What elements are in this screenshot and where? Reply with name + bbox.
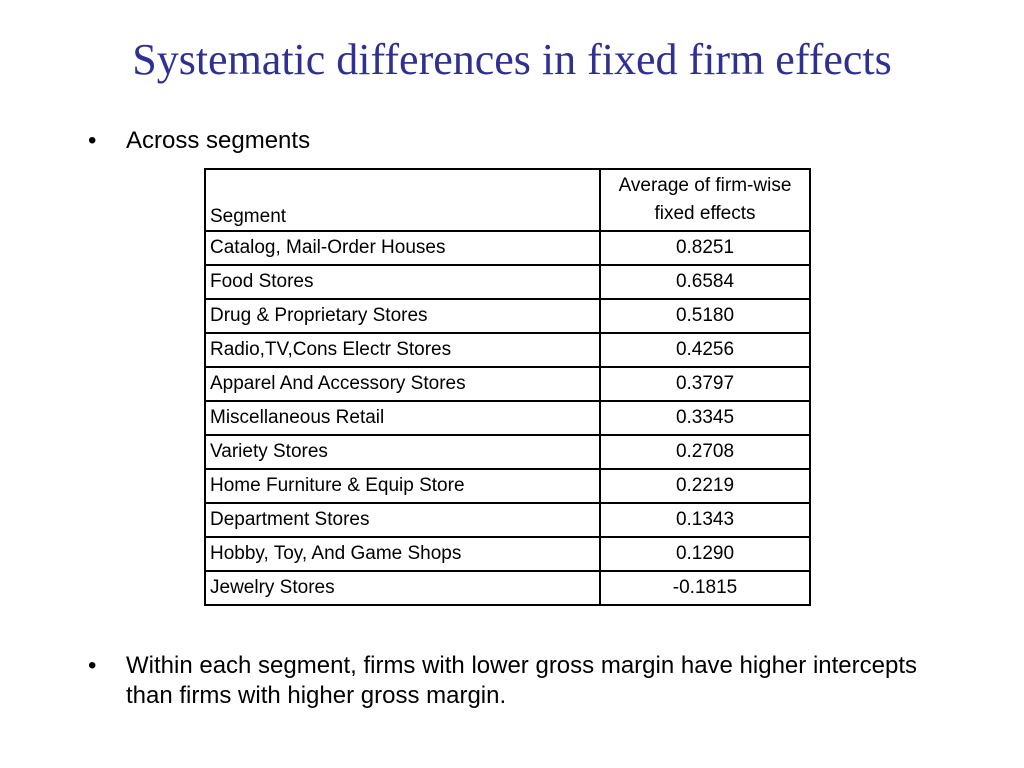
bullet-item: • Across segments <box>88 126 968 156</box>
value-cell: 0.1343 <box>599 502 811 538</box>
segment-cell: Home Furniture & Equip Store <box>204 468 601 504</box>
bullet-text: Across segments <box>126 127 311 154</box>
table-row: Apparel And Accessory Stores 0.3797 <box>204 366 811 402</box>
table-header-row: Segment Average of firm-wise fixed effec… <box>204 168 811 232</box>
segment-cell: Miscellaneous Retail <box>204 400 601 436</box>
value-cell: 0.2708 <box>599 434 811 470</box>
table-row: Jewelry Stores -0.1815 <box>204 570 811 606</box>
table-row: Catalog, Mail-Order Houses 0.8251 <box>204 230 811 266</box>
segment-cell: Hobby, Toy, And Game Shops <box>204 536 601 572</box>
segment-cell: Food Stores <box>204 264 601 300</box>
segment-cell: Variety Stores <box>204 434 601 470</box>
value-cell: 0.3797 <box>599 366 811 402</box>
table-row: Drug & Proprietary Stores 0.5180 <box>204 298 811 334</box>
bullet-item: • Within each segment, firms with lower … <box>88 651 968 715</box>
segment-cell: Department Stores <box>204 502 601 538</box>
table-row: Variety Stores 0.2708 <box>204 434 811 470</box>
value-cell: 0.8251 <box>599 230 811 266</box>
segment-cell: Radio,TV,Cons Electr Stores <box>204 332 601 368</box>
bullet-text: Within each segment, firms with lower gr… <box>126 652 917 709</box>
segment-cell: Catalog, Mail-Order Houses <box>204 230 601 266</box>
table-row: Food Stores 0.6584 <box>204 264 811 300</box>
value-cell: 0.4256 <box>599 332 811 368</box>
table-row: Hobby, Toy, And Game Shops 0.1290 <box>204 536 811 572</box>
value-cell: 0.5180 <box>599 298 811 334</box>
value-cell: 0.3345 <box>599 400 811 436</box>
bullet-icon: • <box>88 652 97 679</box>
value-cell: 0.1290 <box>599 536 811 572</box>
table-row: Radio,TV,Cons Electr Stores 0.4256 <box>204 332 811 368</box>
segment-cell: Apparel And Accessory Stores <box>204 366 601 402</box>
column-header-average-line1: Average of firm-wise <box>618 175 792 196</box>
table-row: Miscellaneous Retail 0.3345 <box>204 400 811 436</box>
slide-title: Systematic differences in fixed firm eff… <box>132 35 892 84</box>
segment-effects-table: Segment Average of firm-wise fixed effec… <box>204 168 811 606</box>
column-header-segment: Segment <box>204 168 601 232</box>
segment-cell: Jewelry Stores <box>204 570 601 606</box>
column-header-average-line2: fixed effects <box>654 203 756 224</box>
segment-cell: Drug & Proprietary Stores <box>204 298 601 334</box>
bullet-icon: • <box>88 127 97 154</box>
value-cell: 0.6584 <box>599 264 811 300</box>
column-header-average: Average of firm-wise fixed effects <box>599 168 811 232</box>
value-cell: 0.2219 <box>599 468 811 504</box>
table-row: Home Furniture & Equip Store 0.2219 <box>204 468 811 504</box>
table-row: Department Stores 0.1343 <box>204 502 811 538</box>
value-cell: -0.1815 <box>599 570 811 606</box>
